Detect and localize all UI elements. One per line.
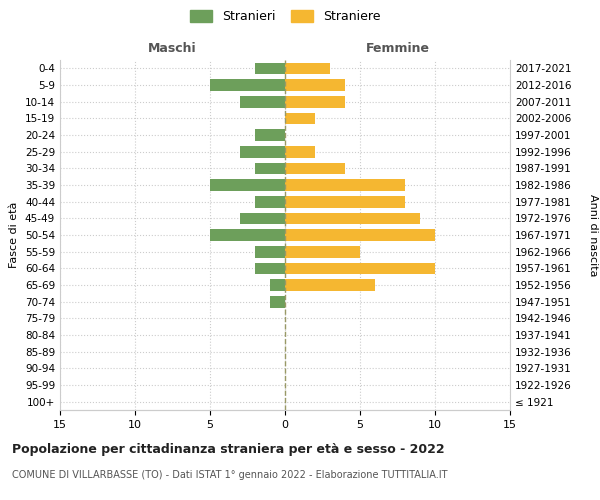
Bar: [255, 246, 285, 258]
Bar: [210, 179, 285, 191]
Bar: [240, 146, 285, 158]
Bar: [285, 246, 360, 258]
Bar: [285, 96, 345, 108]
Bar: [270, 279, 285, 291]
Y-axis label: Fasce di età: Fasce di età: [10, 202, 19, 268]
Text: Popolazione per cittadinanza straniera per età e sesso - 2022: Popolazione per cittadinanza straniera p…: [12, 442, 445, 456]
Bar: [285, 262, 435, 274]
Bar: [255, 162, 285, 174]
Bar: [285, 112, 315, 124]
Bar: [285, 146, 315, 158]
Bar: [285, 279, 375, 291]
Bar: [270, 296, 285, 308]
Bar: [285, 79, 345, 91]
Bar: [285, 196, 405, 207]
Bar: [285, 162, 345, 174]
Text: Maschi: Maschi: [148, 42, 197, 55]
Bar: [240, 96, 285, 108]
Bar: [255, 262, 285, 274]
Text: Femmine: Femmine: [365, 42, 430, 55]
Bar: [285, 62, 330, 74]
Text: COMUNE DI VILLARBASSE (TO) - Dati ISTAT 1° gennaio 2022 - Elaborazione TUTTITALI: COMUNE DI VILLARBASSE (TO) - Dati ISTAT …: [12, 470, 448, 480]
Bar: [285, 179, 405, 191]
Bar: [255, 196, 285, 207]
Bar: [255, 62, 285, 74]
Y-axis label: Anni di nascita: Anni di nascita: [588, 194, 598, 276]
Bar: [285, 229, 435, 241]
Bar: [210, 229, 285, 241]
Bar: [240, 212, 285, 224]
Bar: [210, 79, 285, 91]
Bar: [285, 212, 420, 224]
Bar: [255, 129, 285, 141]
Legend: Stranieri, Straniere: Stranieri, Straniere: [183, 4, 387, 30]
